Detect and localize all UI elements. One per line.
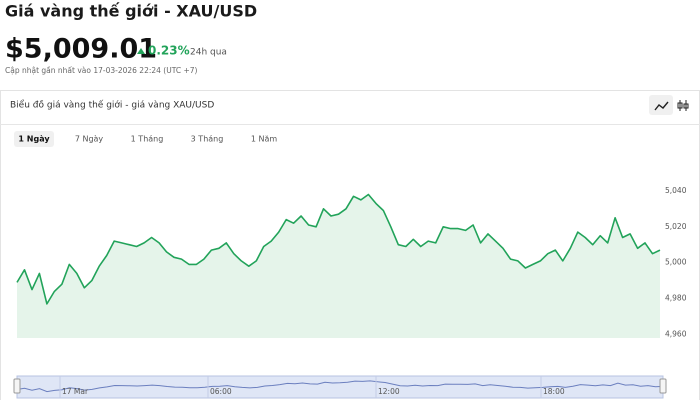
tab[interactable]: 1 Ngày — [18, 135, 50, 144]
tab[interactable]: 1 Tháng — [131, 135, 164, 144]
y-tick-label: 5,040 — [665, 186, 687, 195]
y-tick-label: 5,000 — [665, 258, 687, 267]
candle-view-button[interactable] — [677, 100, 689, 111]
y-tick-label: 4,960 — [665, 329, 687, 338]
up-arrow — [137, 48, 145, 54]
navigator-handle[interactable] — [659, 378, 667, 394]
price-line — [16, 193, 661, 305]
tab[interactable]: 3 Tháng — [191, 135, 224, 144]
line-icon — [654, 101, 669, 111]
navigator-label: 18:00 — [543, 387, 565, 396]
area — [17, 194, 660, 338]
price: $5,009.01 — [5, 34, 157, 65]
tab[interactable]: 7 Ngày — [75, 135, 104, 144]
line-view-button[interactable] — [649, 95, 673, 115]
card-title: Biểu đồ giá vàng thế giới - giá vàng XAU… — [10, 100, 214, 111]
navigator-label: 12:00 — [378, 387, 400, 396]
navigator-label: 17 Mar — [62, 387, 89, 396]
tab-selected-bg — [14, 131, 54, 147]
tab[interactable]: 1 Năm — [251, 135, 278, 144]
page-title: Giá vàng thế giới - XAU/USD — [5, 2, 257, 21]
updated: Cập nhật gần nhất vào 17-03-2026 22:24 (… — [5, 66, 198, 75]
navigator-line — [16, 380, 664, 393]
y-tick-label: 5,020 — [665, 222, 687, 231]
change-period: 24h qua — [190, 48, 227, 58]
navigator-label: 06:00 — [210, 387, 232, 396]
navigator-handle[interactable] — [13, 378, 21, 394]
change: 0.23% — [148, 44, 190, 58]
y-tick-label: 4,980 — [665, 294, 687, 303]
